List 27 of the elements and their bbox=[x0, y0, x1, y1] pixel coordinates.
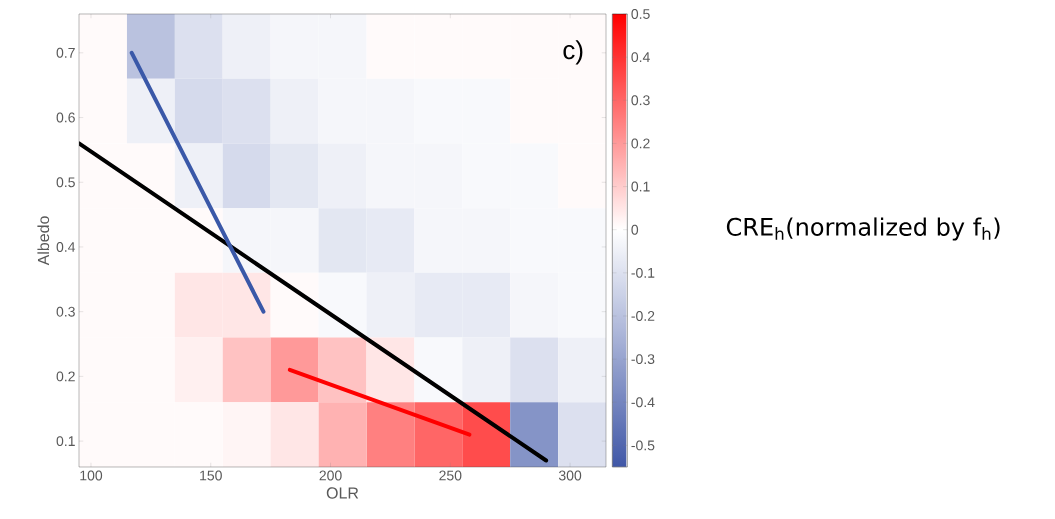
color-bar-title: CRE$_{h}$(normalized by f$_{h}$) bbox=[726, 217, 1000, 241]
color-bar-label: -0.2 bbox=[631, 311, 655, 321]
color-bar-label: 0 bbox=[631, 224, 639, 235]
color-bar-label: 0.1 bbox=[631, 181, 650, 192]
color-bar-label: -0.4 bbox=[631, 397, 655, 408]
y-tick-label: 0.1 bbox=[56, 436, 75, 447]
y-axis-title: Albedo bbox=[37, 216, 50, 266]
y-tick-label: 0.7 bbox=[56, 47, 75, 58]
x-axis-title: OLR bbox=[326, 487, 359, 499]
y-tick-label: 0.2 bbox=[56, 371, 75, 382]
color-bar-label: -0.1 bbox=[631, 267, 655, 278]
x-tick-label: 150 bbox=[200, 470, 222, 481]
y-tick-label: 0.4 bbox=[56, 241, 76, 252]
annotation: c) bbox=[563, 40, 583, 65]
color-bar-label: -0.5 bbox=[631, 440, 655, 451]
color-bar-label: 0.4 bbox=[631, 52, 650, 63]
y-tick-label: 0.5 bbox=[56, 177, 75, 188]
color-bar-label: -0.3 bbox=[631, 354, 655, 365]
x-tick-label: 250 bbox=[439, 470, 462, 481]
color-bar-label: 0.2 bbox=[631, 138, 650, 149]
y-tick-label: 0.3 bbox=[56, 306, 75, 317]
color-bar-label: 0.5 bbox=[631, 9, 650, 19]
x-tick-label: 300 bbox=[558, 470, 582, 481]
y-tick-label: 0.6 bbox=[56, 112, 75, 123]
x-tick-label: 100 bbox=[80, 470, 103, 481]
color-bar-label: 0.3 bbox=[631, 95, 650, 106]
x-tick-label: 200 bbox=[319, 470, 342, 481]
